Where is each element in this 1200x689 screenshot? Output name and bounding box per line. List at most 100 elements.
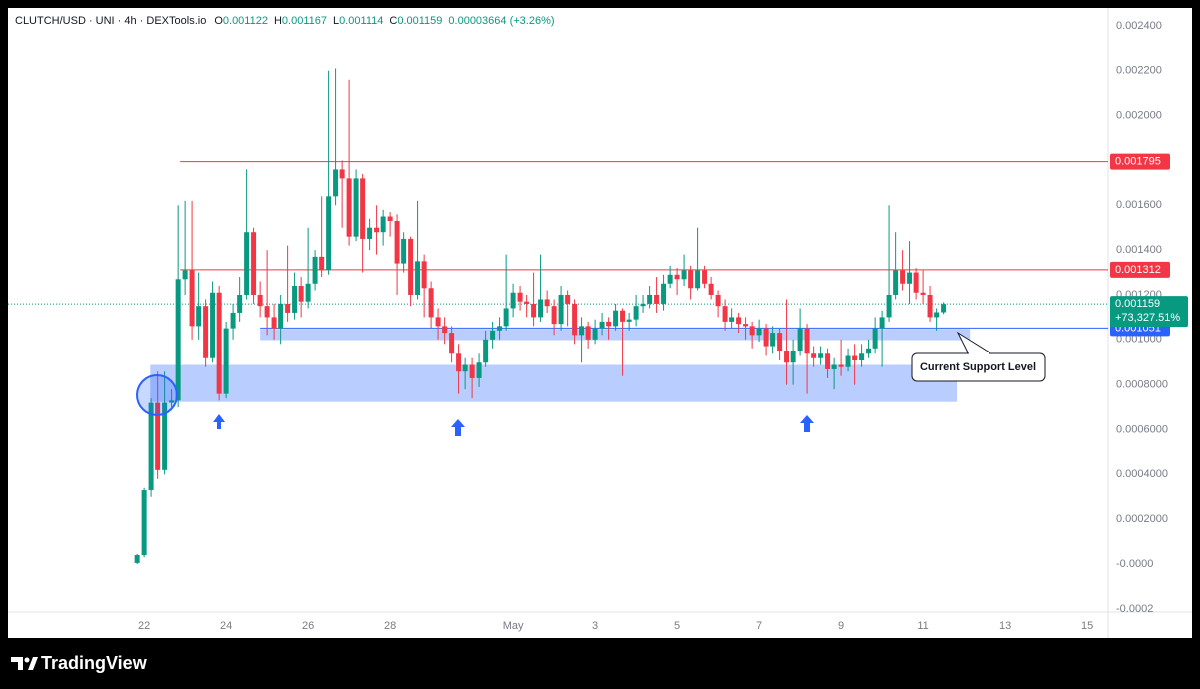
y-tick-label: 0.001000: [1116, 334, 1162, 346]
x-tick-label: 24: [220, 620, 232, 632]
candle-body: [387, 216, 393, 221]
candle-body: [278, 303, 284, 329]
candle-body: [763, 328, 769, 347]
candle-body: [538, 299, 544, 318]
price-tag: [1110, 153, 1170, 170]
candle-body: [831, 364, 837, 369]
candle-body: [613, 310, 619, 327]
candle-body: [415, 261, 421, 295]
change: 0.00003664 (+3.26%): [448, 15, 554, 27]
candle-body: [435, 317, 441, 327]
candle-body: [845, 355, 851, 367]
candle-body: [702, 270, 708, 284]
candle-body: [510, 292, 516, 309]
candle-body: [298, 286, 304, 302]
ohlc-value: 0.001167: [282, 15, 327, 27]
candle-body: [927, 294, 933, 318]
candle-body: [155, 402, 161, 470]
callout: Current Support Level: [911, 331, 1046, 382]
candle-body: [777, 333, 783, 352]
candle-body: [346, 178, 352, 237]
candle-body: [339, 169, 345, 179]
candle-body: [408, 238, 414, 295]
candle-body: [825, 353, 831, 369]
ohlc-label: H: [274, 15, 282, 27]
x-tick-label: 15: [1081, 620, 1093, 632]
candle-body: [360, 178, 366, 239]
x-tick-label: 13: [999, 620, 1011, 632]
candle-body: [784, 351, 790, 363]
candle-body: [353, 178, 359, 237]
zones: [150, 329, 971, 402]
candle-body: [490, 330, 496, 340]
candle-body: [367, 227, 373, 239]
candle-body: [818, 353, 824, 358]
candle-body: [647, 294, 653, 304]
candle-body: [203, 306, 209, 358]
candle-body: [271, 317, 277, 329]
candle-body: [223, 328, 229, 394]
candle-body: [442, 326, 448, 334]
candle-body: [790, 351, 796, 363]
candle-body: [729, 317, 735, 322]
candle-body: [585, 326, 591, 340]
x-tick-label: May: [503, 620, 524, 632]
candle-body: [907, 272, 913, 284]
candle-body: [162, 402, 168, 470]
candle-body: [886, 294, 892, 318]
candle-body: [667, 274, 673, 284]
candle-body: [333, 169, 339, 197]
candle-body: [312, 256, 318, 284]
candle-body: [517, 292, 523, 302]
y-tick-label: 0.0004000: [1116, 468, 1168, 480]
support-zone: [150, 364, 958, 402]
header: CLUTCH/USD · UNI · 4h · DEXTools.io O0.00…: [15, 15, 555, 27]
candle-body: [756, 328, 762, 336]
y-tick-label: 0.0002000: [1116, 513, 1168, 525]
candle-body: [169, 400, 175, 403]
candle-body: [661, 283, 667, 304]
ohlc-label: O: [214, 15, 223, 27]
last-price-tag: [1110, 296, 1188, 328]
candle-body: [565, 294, 571, 304]
y-tick-label: 0.0006000: [1116, 423, 1168, 435]
candle-body: [743, 324, 749, 327]
candle-body: [319, 256, 325, 271]
y-tick-label: 0.0008000: [1116, 379, 1168, 391]
candle-body: [811, 353, 817, 358]
candle-body: [401, 238, 407, 264]
candle-body: [244, 232, 250, 295]
logo: [11, 657, 23, 670]
x-tick-label: 26: [302, 620, 314, 632]
y-tick-label: 0.002200: [1116, 65, 1162, 77]
y-tick-label: -0.0002: [1116, 603, 1153, 615]
logo: [28, 657, 38, 670]
candle-body: [941, 304, 947, 313]
arrow: [451, 419, 465, 436]
candle-body: [599, 321, 605, 329]
y-tick-label: 0.001600: [1116, 199, 1162, 211]
candle-body: [736, 317, 742, 325]
candle-body: [251, 232, 257, 295]
logo: [24, 657, 30, 663]
candle-body: [592, 328, 598, 340]
brand: TradingView: [11, 653, 148, 673]
candle-body: [305, 283, 311, 302]
candle-body: [695, 270, 701, 289]
candle-body: [476, 362, 482, 378]
candle-body: [141, 490, 147, 556]
candle-body: [189, 270, 195, 327]
candle-body: [804, 328, 810, 354]
candle-body: [640, 303, 646, 307]
candle-body: [920, 292, 926, 295]
candle-body: [797, 328, 803, 352]
candle-body: [148, 402, 154, 491]
candle-body: [182, 270, 188, 280]
support-zone: [260, 329, 971, 341]
candle-body: [196, 306, 202, 327]
candle-body: [579, 326, 585, 336]
ticks: 0.002400 0.002200 0.002000 0.001600 0.001400…: [138, 20, 1168, 632]
candle-body: [838, 364, 844, 367]
candle-body: [606, 321, 612, 327]
